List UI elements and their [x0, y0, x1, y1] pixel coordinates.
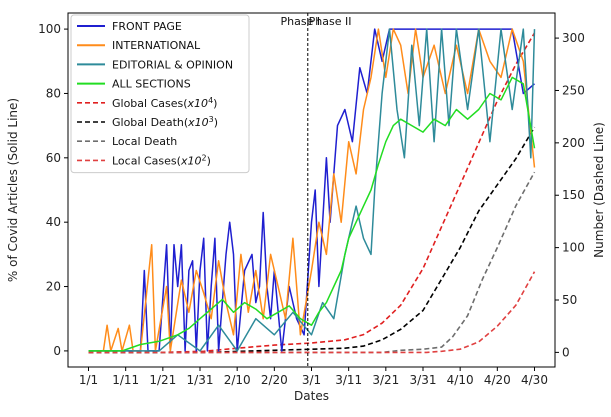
legend-entry-label: Local Death: [112, 135, 177, 148]
solid-series-2: [88, 28, 536, 352]
left-y-tick-label: 20: [46, 280, 61, 294]
phase-1-label: Phase I: [281, 15, 321, 28]
x-axis-label: Dates: [294, 389, 329, 403]
left-y-axis-ticks: 0 20 40 60 80 100: [38, 22, 68, 358]
x-tick-label: 1/11: [112, 373, 139, 387]
phase-2-label: Phase II: [309, 15, 352, 28]
legend-entry-label: ALL SECTIONS: [112, 78, 191, 91]
solid-series-1: [88, 28, 536, 352]
x-tick-label: 1/21: [149, 373, 176, 387]
x-tick-label: 1/31: [187, 373, 214, 387]
legend-entry-label: Global Death(x103): [112, 115, 218, 130]
right-y-tick-label: 0: [562, 345, 570, 359]
series-layer: [88, 28, 536, 354]
x-tick-label: 3/1: [302, 373, 321, 387]
legend-entry-label: INTERNATIONAL: [112, 39, 201, 52]
right-y-axis-ticks: 0 50 100 150 200 250 300: [555, 31, 585, 359]
legend-box: [70, 14, 250, 174]
left-y-tick-label: 100: [38, 22, 61, 36]
solid-series-0: [88, 28, 535, 352]
right-y-tick-label: 250: [562, 83, 585, 97]
x-tick-label: 2/20: [261, 373, 288, 387]
right-y-tick-label: 50: [562, 293, 577, 307]
dashed-series-2: [88, 171, 536, 354]
left-y-tick-label: 80: [46, 86, 61, 100]
right-y-axis-label: Number (Dashed Line): [592, 122, 606, 258]
legend-entry-label: EDITORIAL & OPINION: [112, 58, 233, 71]
right-y-tick-label: 200: [562, 136, 585, 150]
x-tick-label: 4/30: [521, 373, 548, 387]
right-y-tick-label: 150: [562, 188, 585, 202]
left-y-axis-label: % of Covid Articles (Solid Line): [6, 98, 20, 282]
x-tick-label: 1/1: [79, 373, 98, 387]
x-tick-label: 3/11: [335, 373, 362, 387]
legend: FRONT PAGE INTERNATIONAL EDITORIAL & OPINI…: [70, 14, 250, 174]
legend-entry-label: Global Cases(x104): [112, 95, 217, 110]
dashed-series-3: [88, 271, 536, 354]
x-tick-label: 2/10: [224, 373, 251, 387]
solid-series-3: [88, 76, 536, 352]
x-tick-label: 3/31: [410, 373, 437, 387]
dashed-series-1: [88, 126, 536, 354]
legend-entry-label: FRONT PAGE: [112, 20, 182, 33]
left-y-tick-label: 60: [46, 151, 61, 165]
dashed-series-0: [88, 32, 536, 354]
x-axis-ticks: 1/1 1/11 1/21 1/31 2/10 2/20 3/1 3/11 3/21 3/31 4/…: [79, 367, 548, 387]
left-y-tick-label: 0: [53, 344, 61, 358]
left-y-tick-label: 40: [46, 215, 61, 229]
x-tick-label: 4/10: [447, 373, 474, 387]
right-y-tick-label: 100: [562, 241, 585, 255]
legend-entry-label: Local Cases(x102): [112, 153, 211, 168]
x-tick-label: 4/20: [484, 373, 511, 387]
x-tick-label: 3/21: [372, 373, 399, 387]
right-y-tick-label: 300: [562, 31, 585, 45]
